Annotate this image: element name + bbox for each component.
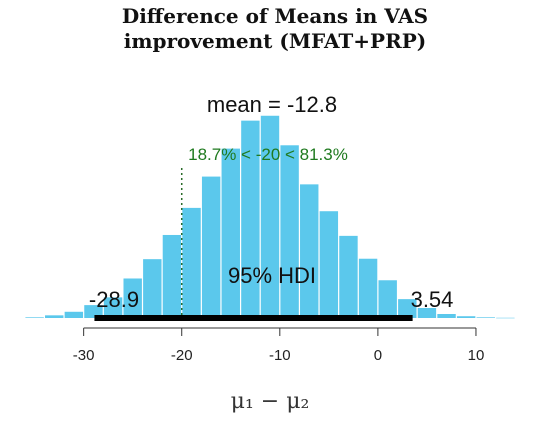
x-axis-label: μ₁ − μ₂	[231, 389, 310, 414]
hdi-high-label: 3.54	[411, 287, 454, 312]
mean-label: mean = -12.8	[207, 92, 337, 117]
x-axis: -30 -20 -10 0 10	[73, 327, 485, 364]
histogram-bar	[25, 317, 44, 318]
x-tick-label: -30	[73, 347, 95, 364]
chart-title-line-1: Difference of Means in VAS	[121, 4, 429, 28]
histogram-bar	[241, 120, 260, 318]
x-tick-label: 0	[374, 347, 382, 364]
histogram-bar	[221, 148, 240, 318]
histogram-bar	[103, 297, 123, 318]
x-tick-label: -10	[269, 347, 291, 364]
histogram-bar	[358, 258, 378, 318]
histogram-bar	[300, 184, 319, 318]
histogram-bar	[280, 145, 299, 318]
histogram-bar	[496, 317, 515, 319]
histogram-bar	[143, 259, 162, 318]
x-tick-label: 10	[468, 347, 485, 364]
hdi-label: 95% HDI	[228, 263, 316, 288]
histogram-bar	[339, 235, 358, 318]
histogram-bar	[260, 115, 280, 319]
histogram-bar	[476, 317, 495, 318]
histogram-bar	[84, 305, 103, 318]
chart-title-line-2: improvement (MFAT+PRP)	[123, 29, 427, 53]
histogram-bar	[456, 316, 476, 318]
histogram-bar	[45, 315, 64, 318]
histogram-bar	[201, 176, 221, 318]
histogram-bar	[417, 308, 437, 318]
histogram-bar	[398, 299, 417, 318]
histogram-bar	[182, 207, 201, 318]
histogram-bar	[64, 311, 84, 318]
histogram-bar	[378, 280, 397, 318]
histogram-bar	[437, 314, 456, 318]
chart-title: Difference of Means in VAS improvement (…	[0, 4, 550, 54]
hdi-low-label: -28.9	[89, 287, 139, 312]
x-tick-label: -20	[171, 347, 193, 364]
histogram-bar	[319, 211, 339, 318]
histogram-bar	[123, 278, 142, 318]
comparison-label: 18.7% < -20 < 81.3%	[188, 145, 348, 164]
histogram-bars	[25, 115, 515, 319]
histogram-bar	[162, 234, 182, 318]
